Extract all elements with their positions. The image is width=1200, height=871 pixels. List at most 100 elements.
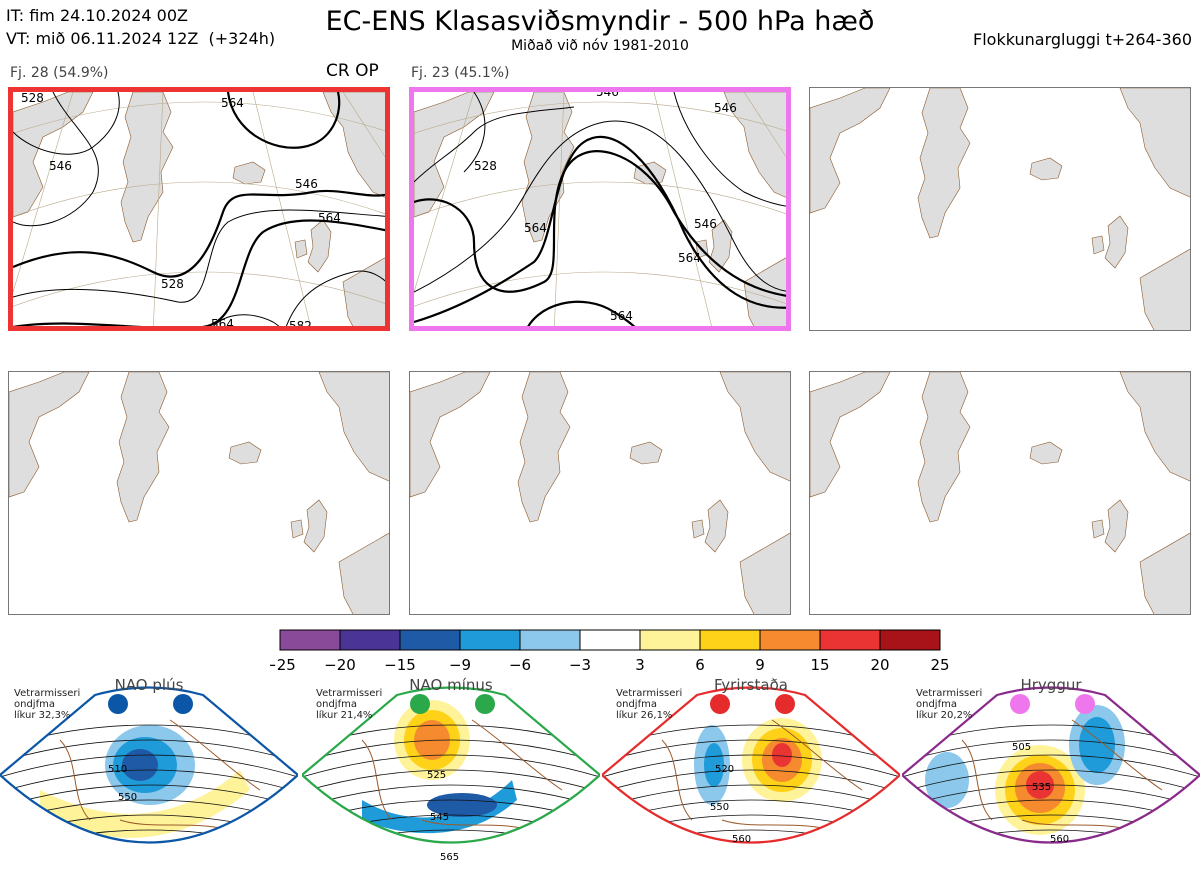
colorbar-swatch (399, 629, 461, 651)
regime-contour (902, 829, 1200, 843)
regime-marker (410, 694, 430, 714)
regime-frame (902, 686, 1200, 844)
anomaly-shade (704, 743, 724, 787)
regime-contour (0, 769, 298, 796)
contour-label: 564 (524, 221, 547, 235)
land-shape (9, 372, 90, 498)
colorbar-swatch (459, 629, 521, 651)
anomaly-shade (40, 770, 250, 838)
regime-contour (302, 754, 600, 781)
regime-contour (602, 754, 900, 781)
anomaly-shade (772, 743, 792, 767)
regime-contour-label: 520 (715, 764, 734, 775)
contour-line (13, 219, 385, 326)
cluster-panel: 528 546 564 546 564 582 528 564 (8, 87, 390, 331)
contour-line (414, 135, 786, 324)
anomaly-shade (362, 780, 517, 834)
regime-contour (902, 769, 1200, 796)
contour-label: 528 (21, 92, 44, 105)
land-shape (13, 92, 94, 218)
regime-contour-label: 535 (1032, 782, 1051, 793)
contour-line (13, 92, 120, 155)
land-shape (1119, 88, 1190, 198)
regime-title: NAO mínus (409, 676, 493, 694)
regime-title: NAO plús (114, 676, 184, 694)
contour-line (414, 106, 575, 183)
regime-contour (602, 829, 900, 843)
land-shape (704, 499, 729, 553)
graticule-line (414, 92, 475, 293)
land-shape (410, 372, 491, 498)
contour-line (285, 270, 385, 326)
colorbar-swatch (339, 629, 401, 651)
colorbar-label: 15 (810, 656, 829, 674)
land-shape (290, 519, 304, 539)
land-masses (13, 92, 385, 326)
page-title: EC-ENS Klasasviðsmyndir - 500 hPa hæð (325, 6, 875, 37)
graticule-line (13, 271, 385, 307)
regime-contour (602, 784, 900, 811)
land-shape (1091, 519, 1105, 539)
land-shape (1029, 441, 1063, 465)
land-masses (810, 372, 1190, 614)
graticule (414, 92, 786, 326)
land-shape (232, 161, 266, 185)
regime-marker (1075, 694, 1095, 714)
panel-map (810, 372, 1190, 614)
regime-contour-label: 565 (440, 852, 459, 863)
regime-contour (0, 754, 298, 781)
regime-contour (902, 754, 1200, 781)
contour-line (13, 92, 99, 227)
regime-probability: Vetrarmisseri ondjfma líkur 32,3% (14, 688, 81, 721)
regime-map: 505 535 560 (902, 686, 1200, 845)
regime-contour-label: 560 (1050, 834, 1069, 845)
contour-label: 564 (221, 96, 244, 110)
regime-marker (710, 694, 730, 714)
graticule-line (743, 92, 786, 158)
height-contours: 546 528 564 546 564 564 546 (414, 92, 786, 326)
colorbar-swatch (819, 629, 881, 651)
regime-contour (0, 829, 298, 843)
land-shape (294, 239, 308, 259)
regime-contour (302, 829, 600, 843)
land-shape (629, 441, 663, 465)
contour-line (414, 120, 786, 293)
regime-marker (173, 694, 193, 714)
land-shape (322, 92, 385, 198)
panel-map (9, 372, 389, 614)
graticule-line (13, 92, 74, 293)
colorbar-swatch (759, 629, 821, 651)
regime-contour-label: 560 (732, 834, 751, 845)
contour-label: 582 (289, 319, 312, 331)
height-contours: 528 546 564 546 564 582 528 564 (13, 92, 385, 331)
regime-contour (302, 769, 600, 796)
regime-contour-label: 505 (1012, 742, 1031, 753)
land-shape (120, 92, 174, 243)
regime-marker (1010, 694, 1030, 714)
panel-map (810, 88, 1190, 330)
graticule (13, 92, 385, 326)
land-shape (917, 88, 971, 239)
land-masses (810, 88, 1190, 330)
land-shape (1029, 157, 1063, 181)
cluster-panel (809, 87, 1191, 331)
cluster-tag: CR OP (326, 61, 379, 81)
colorbar-label: −20 (324, 656, 356, 674)
regime-contour (302, 784, 600, 811)
cluster-panel (8, 371, 390, 615)
regime-map: 520 550 560 (602, 686, 900, 845)
regime-markers (1010, 694, 1095, 714)
contour-label: 564 (610, 309, 633, 323)
cluster-panel (809, 371, 1191, 615)
regime-contour-label: 525 (427, 770, 446, 781)
colorbar-swatch (579, 629, 641, 651)
land-shape (719, 372, 790, 482)
regime-marker (475, 694, 495, 714)
colorbar-swatch (879, 629, 941, 651)
land-shape (743, 257, 786, 326)
contour-label: 546 (596, 92, 619, 99)
contour-label: 546 (714, 101, 737, 115)
graticule-line (153, 92, 164, 326)
graticule-line (653, 92, 712, 326)
colorbar-swatch (519, 629, 581, 651)
